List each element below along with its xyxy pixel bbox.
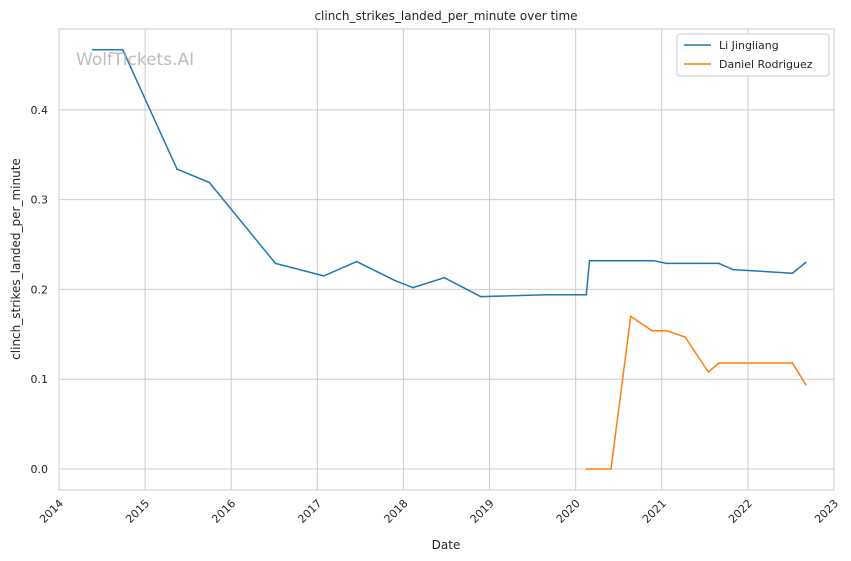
data-point-li-jingliang	[479, 295, 482, 298]
x-tick-label: 2016	[209, 497, 238, 526]
x-tick-labels: 2014 2015 2016 2017 2018 2019 2020 2021 2022 2023	[37, 497, 841, 526]
y-tick-label: 0.0	[31, 463, 49, 476]
x-tick-label: 2017	[295, 497, 324, 526]
watermark-text: WolfTickets.AI	[76, 50, 194, 70]
x-tick-label: 2019	[468, 497, 497, 526]
data-point-li-jingliang	[545, 293, 548, 296]
data-point-li-jingliang	[585, 293, 588, 296]
data-point-li-jingliang	[393, 279, 396, 282]
data-point-daniel-rodriguez	[791, 362, 794, 364]
y-tick-label: 0.4	[31, 104, 49, 117]
x-tick-label: 2015	[123, 497, 152, 526]
chart-title: clinch_strikes_landed_per_minute over ti…	[314, 9, 577, 23]
x-tick-label: 2018	[382, 497, 411, 526]
data-point-li-jingliang	[91, 48, 94, 51]
data-point-li-jingliang	[176, 168, 178, 171]
x-tick-label: 2022	[726, 497, 755, 526]
legend-label: Daniel Rodriguez	[719, 58, 813, 71]
data-point-li-jingliang	[652, 259, 655, 262]
legend: Li Jingliang Daniel Rodriguez	[676, 33, 830, 77]
data-point-daniel-rodriguez	[804, 383, 807, 386]
legend-box	[676, 33, 830, 77]
data-point-daniel-rodriguez	[610, 468, 612, 470]
data-point-li-jingliang	[274, 262, 277, 265]
x-tick-label: 2023	[812, 497, 841, 526]
data-point-daniel-rodriguez	[665, 329, 668, 332]
data-point-li-jingliang	[322, 275, 325, 277]
data-point-li-jingliang	[665, 262, 668, 265]
y-tick-labels: 0.0 0.1 0.2 0.3 0.4	[31, 104, 49, 476]
data-point-daniel-rodriguez	[585, 468, 588, 470]
data-point-li-jingliang	[732, 268, 734, 271]
y-tick-label: 0.1	[31, 373, 49, 386]
grid-lines	[58, 29, 835, 490]
data-point-daniel-rodriguez	[651, 329, 653, 332]
data-point-li-jingliang	[355, 260, 358, 263]
y-tick-label: 0.3	[31, 194, 49, 207]
data-point-li-jingliang	[121, 48, 124, 51]
legend-label: Li Jingliang	[719, 39, 779, 52]
y-axis-label: clinch_strikes_landed_per_minute	[9, 158, 23, 360]
data-point-daniel-rodriguez	[629, 315, 632, 318]
x-tick-label: 2014	[37, 497, 66, 526]
series-line-daniel-rodriguez	[586, 315, 807, 470]
x-tick-label: 2021	[640, 497, 669, 526]
data-point-daniel-rodriguez	[684, 336, 686, 338]
plot-frame	[58, 28, 835, 491]
series-line-li-jingliang	[92, 48, 807, 298]
data-point-li-jingliang	[208, 181, 211, 184]
series-layer	[91, 48, 807, 470]
x-axis-label: Date	[432, 538, 461, 552]
y-tick-label: 0.2	[31, 283, 49, 296]
x-tick-label: 2020	[554, 497, 583, 526]
data-point-li-jingliang	[588, 259, 591, 262]
data-point-li-jingliang	[804, 261, 807, 264]
data-point-li-jingliang	[412, 286, 414, 289]
data-point-li-jingliang	[718, 262, 720, 265]
data-point-daniel-rodriguez	[707, 371, 710, 373]
data-point-li-jingliang	[791, 272, 794, 275]
plot-area	[59, 29, 834, 490]
data-point-li-jingliang	[443, 276, 446, 279]
data-point-daniel-rodriguez	[718, 362, 720, 364]
